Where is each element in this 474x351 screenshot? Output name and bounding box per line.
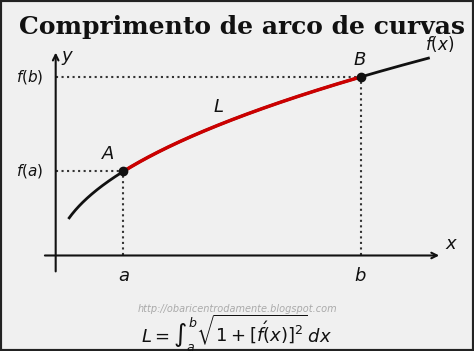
- Text: $f(a)$: $f(a)$: [16, 162, 44, 180]
- Text: $L$: $L$: [213, 98, 224, 116]
- Text: $A$: $A$: [101, 145, 115, 163]
- Title: Comprimento de arco de curvas: Comprimento de arco de curvas: [19, 15, 465, 39]
- Text: $f(x)$: $f(x)$: [425, 34, 454, 54]
- Text: http://obaricentrodamente.blogspot.com: http://obaricentrodamente.blogspot.com: [137, 304, 337, 314]
- Text: $y$: $y$: [61, 49, 74, 67]
- Text: $f(b)$: $f(b)$: [16, 68, 44, 86]
- Text: $x$: $x$: [446, 235, 459, 253]
- Text: $a$: $a$: [118, 267, 129, 285]
- Text: $b$: $b$: [355, 267, 367, 285]
- Text: $L = \int_{a}^{b} \sqrt{1 + [f\'(x)]^2}\, dx$: $L = \int_{a}^{b} \sqrt{1 + [f\'(x)]^2}\…: [141, 313, 333, 351]
- Text: $B$: $B$: [353, 51, 366, 68]
